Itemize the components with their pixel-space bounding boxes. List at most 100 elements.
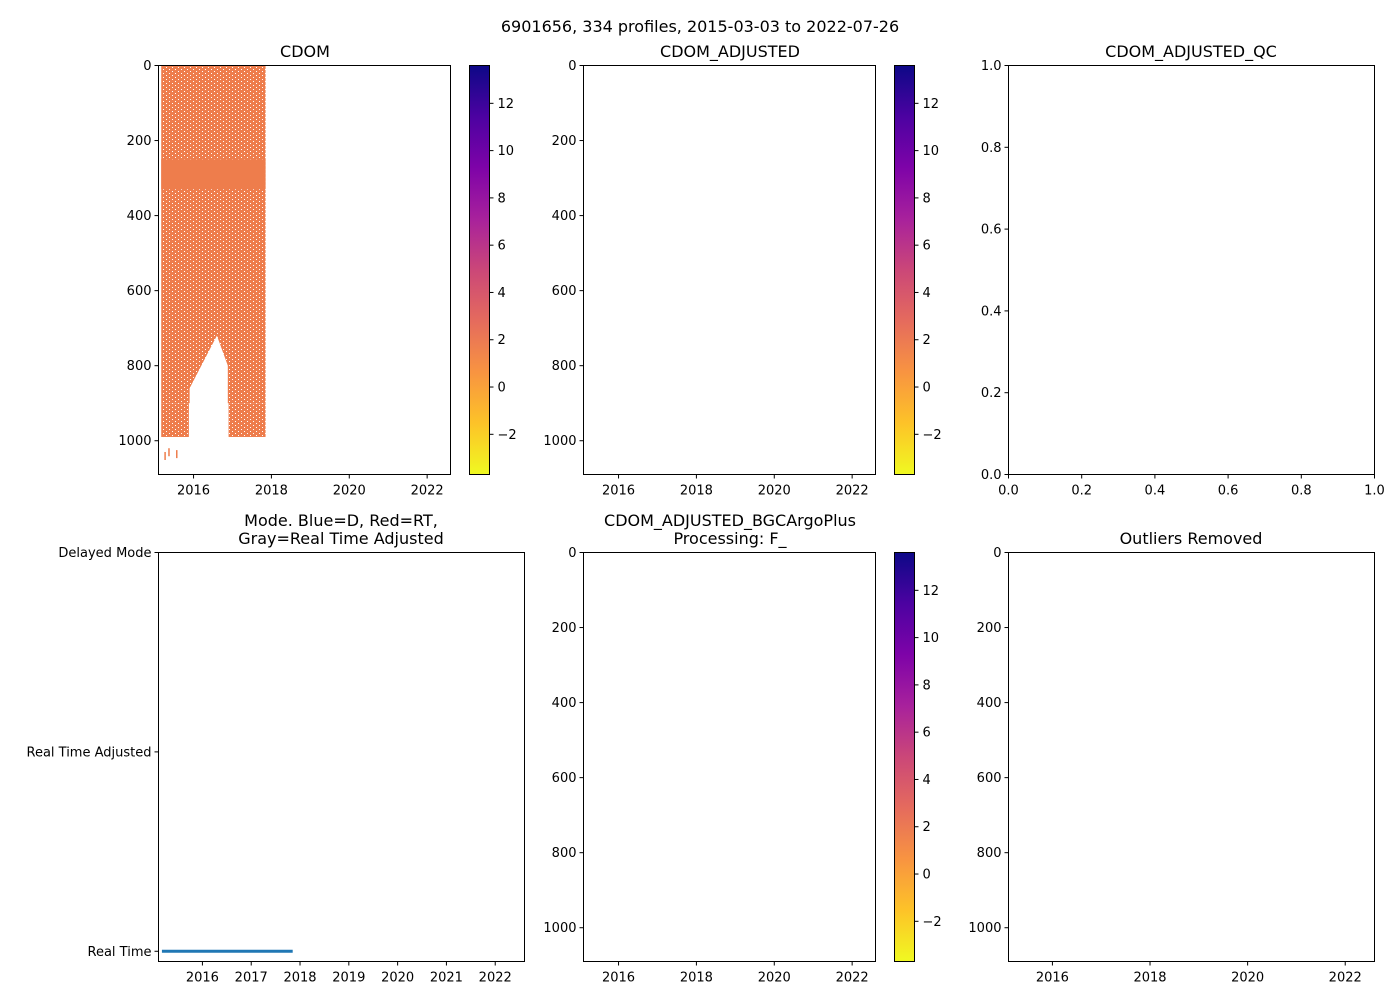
mode-xtick-label: 2017	[235, 971, 268, 986]
cdom-adjusted-ytick-label: 800	[552, 359, 577, 374]
cdom-adjusted-cbtick-label: 2	[923, 333, 931, 348]
cdom-colorbar	[469, 65, 490, 475]
cdom-deep-point	[176, 450, 178, 459]
outliers-ytick-label: 200	[977, 621, 1002, 636]
bgc-cbtick-label: 8	[923, 678, 931, 693]
cdom-adjusted-qc-ytick-label: 0.4	[981, 304, 1002, 319]
cdom-xtick-label: 2022	[411, 484, 444, 499]
cdom-cbtick-label: 2	[498, 333, 506, 348]
cdom-adjusted-cbtick-label: 8	[923, 191, 931, 206]
bgc-ytick-label: 1000	[543, 921, 576, 936]
bgc-ytick-label: 800	[552, 846, 577, 861]
cdom-deep-point	[164, 451, 166, 460]
bgc-cbtick-label: 0	[923, 868, 931, 883]
cdom-adjusted-ytick-label: 200	[552, 134, 577, 149]
outliers-ytick-label: 600	[977, 771, 1002, 786]
outliers-xtick-label: 2020	[1231, 971, 1264, 986]
bgc-xtick-label: 2022	[836, 971, 869, 986]
cdom-adjusted-qc-ytick-label: 0.0	[981, 468, 1002, 483]
panel-mode-title-line1: Mode. Blue=D, Red=RT,	[244, 511, 438, 530]
bgc-xtick-label: 2020	[758, 971, 791, 986]
mode-xtick-label: 2021	[430, 971, 463, 986]
outliers-y-ticks: 0 200 400 600 800 1000	[968, 546, 1009, 936]
panel-outliers: Outliers Removed 2016 2018 2020 2022 0 200 40…	[968, 529, 1375, 986]
cdom-adjusted-cbtick-label: 12	[923, 97, 940, 112]
bgc-x-ticks: 2016 2018 2020 2022	[602, 961, 869, 986]
bgc-ytick-label: 200	[552, 621, 577, 636]
panel-mode: Mode. Blue=D, Red=RT, Gray=Real Time Adj…	[27, 511, 525, 986]
mode-xtick-label: 2022	[479, 971, 512, 986]
figure-suptitle: 6901656, 334 profiles, 2015-03-03 to 202…	[501, 17, 899, 36]
outliers-xtick-label: 2022	[1329, 971, 1362, 986]
bgc-ytick-label: 400	[552, 696, 577, 711]
cdom-cbtick-label: 4	[498, 286, 506, 301]
cdom-adjusted-ytick-label: 600	[552, 284, 577, 299]
cdom-ytick-label: 800	[127, 359, 152, 374]
cdom-adjusted-ytick-label: 400	[552, 209, 577, 224]
panel-cdom-adjusted-qc: CDOM_ADJUSTED_QC 0.0 0.2 0.4 0.6 0.8 1.0 0.00…	[981, 42, 1385, 499]
cdom-adjusted-colorbar-ticks: −2 0 2 4 6 8 10 12	[914, 97, 942, 443]
cdom-adjusted-qc-xtick-label: 0.4	[1145, 484, 1166, 499]
mode-xtick-label: 2020	[381, 971, 414, 986]
cdom-x-ticks: 2016 2018 2020 2022	[177, 474, 444, 499]
bgc-cbtick-label: 6	[923, 726, 931, 741]
bgc-ytick-label: 0	[568, 546, 576, 561]
cdom-adjusted-xtick-label: 2016	[602, 484, 635, 499]
outliers-xtick-label: 2016	[1036, 971, 1069, 986]
cdom-cbtick-label: 0	[498, 381, 506, 396]
cdom-cbtick-label: −2	[498, 428, 517, 443]
cdom-adjusted-qc-ytick-label: 0.6	[981, 223, 1002, 238]
cdom-ytick-label: 400	[127, 209, 152, 224]
mode-ytick-label: Real Time Adjusted	[27, 745, 152, 760]
bgc-cbtick-label: −2	[923, 915, 942, 930]
cdom-adjusted-cbtick-label: 10	[923, 144, 940, 159]
cdom-adjusted-qc-y-ticks: 0.0 0.2 0.4 0.6 0.8 1.0	[981, 59, 1009, 483]
bgc-cbtick-label: 4	[923, 773, 931, 788]
cdom-data-gap	[189, 335, 228, 441]
cdom-adjusted-qc-xtick-label: 0.6	[1218, 484, 1239, 499]
cdom-adjusted-qc-ytick-label: 0.8	[981, 141, 1002, 156]
cdom-adjusted-xtick-label: 2020	[758, 484, 791, 499]
cdom-adjusted-qc-xtick-label: 0.8	[1291, 484, 1312, 499]
panel-bgc-title-line2: Processing: F_	[673, 529, 787, 549]
mode-y-ticks: Delayed Mode Real Time Adjusted Real Time	[27, 546, 159, 960]
cdom-cbtick-label: 6	[498, 239, 506, 254]
outliers-ytick-label: 1000	[968, 921, 1001, 936]
cdom-adjusted-axes-frame	[583, 65, 876, 475]
cdom-cbtick-label: 10	[498, 144, 515, 159]
outliers-axes-frame	[1008, 552, 1375, 962]
cdom-adjusted-cbtick-label: 6	[923, 239, 931, 254]
cdom-adjusted-qc-xtick-label: 0.2	[1071, 484, 1092, 499]
mode-axes-frame	[158, 552, 525, 962]
mode-ytick-label: Delayed Mode	[58, 546, 151, 561]
cdom-xtick-label: 2018	[255, 484, 288, 499]
cdom-ytick-label: 200	[127, 134, 152, 149]
bgc-y-ticks: 0 200 400 600 800 1000	[543, 546, 584, 936]
bgc-xtick-label: 2018	[680, 971, 713, 986]
panel-mode-title-line2: Gray=Real Time Adjusted	[238, 529, 444, 548]
outliers-xtick-label: 2018	[1133, 971, 1166, 986]
cdom-deep-point	[168, 448, 170, 457]
cdom-colorbar-ticks: −2 0 2 4 6 8 10 12	[489, 97, 517, 443]
cdom-dense-band	[161, 159, 266, 190]
outliers-ytick-label: 400	[977, 696, 1002, 711]
cdom-ytick-label: 1000	[118, 434, 151, 449]
outliers-ytick-label: 0	[993, 546, 1001, 561]
cdom-axes-frame	[158, 65, 451, 475]
cdom-adjusted-qc-x-ticks: 0.0 0.2 0.4 0.6 0.8 1.0	[998, 474, 1385, 499]
cdom-adjusted-cbtick-label: −2	[923, 428, 942, 443]
panel-bgc-title-line1: CDOM_ADJUSTED_BGCArgoPlus	[604, 511, 856, 531]
mode-xtick-label: 2018	[283, 971, 316, 986]
mode-ytick-label: Real Time	[88, 945, 152, 960]
cdom-adjusted-cbtick-label: 0	[923, 381, 931, 396]
panel-cdom-adjusted: CDOM_ADJUSTED 2016 2018 2020 2022 020040060…	[543, 42, 941, 499]
cdom-heatmap-data	[161, 65, 266, 460]
bgc-xtick-label: 2016	[602, 971, 635, 986]
outliers-x-ticks: 2016 2018 2020 2022	[1036, 961, 1362, 986]
cdom-cbtick-label: 12	[498, 97, 515, 112]
panel-bgc: CDOM_ADJUSTED_BGCArgoPlus Processing: F_…	[543, 511, 941, 986]
panel-cdom: CDOM 2016 2018 2020 2022 02004006008001000 …	[118, 42, 516, 499]
bgc-ytick-label: 600	[552, 771, 577, 786]
cdom-y-ticks: 0 200 400 600 800 1000	[118, 59, 159, 449]
